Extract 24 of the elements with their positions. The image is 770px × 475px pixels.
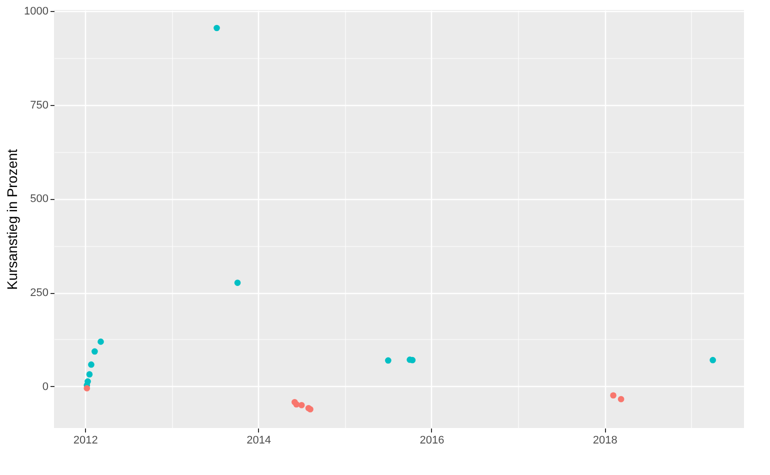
x-tick-label: 2016 xyxy=(420,434,444,446)
point xyxy=(84,378,91,385)
point xyxy=(214,24,220,32)
x-tick-label: 2012 xyxy=(73,434,98,446)
point xyxy=(98,338,104,345)
y-tick-label: 1000 xyxy=(24,6,48,18)
point xyxy=(610,392,616,399)
point xyxy=(385,357,392,364)
y-tick-label: 250 xyxy=(30,287,48,300)
point xyxy=(92,348,98,355)
point xyxy=(618,396,624,402)
point xyxy=(84,385,90,392)
point xyxy=(234,280,241,286)
point xyxy=(88,361,94,368)
x-tick-label: 2018 xyxy=(592,434,618,446)
x-tick-label: 2014 xyxy=(246,434,272,446)
point xyxy=(86,371,93,378)
y-tick-label: 500 xyxy=(30,193,48,206)
point xyxy=(710,356,716,364)
y-axis-title: Kursanstieg in Prozent xyxy=(4,148,20,290)
y-tick-label: 750 xyxy=(30,99,48,112)
point xyxy=(298,402,305,408)
point xyxy=(293,401,300,408)
y-tick-label: 0 xyxy=(42,380,48,393)
